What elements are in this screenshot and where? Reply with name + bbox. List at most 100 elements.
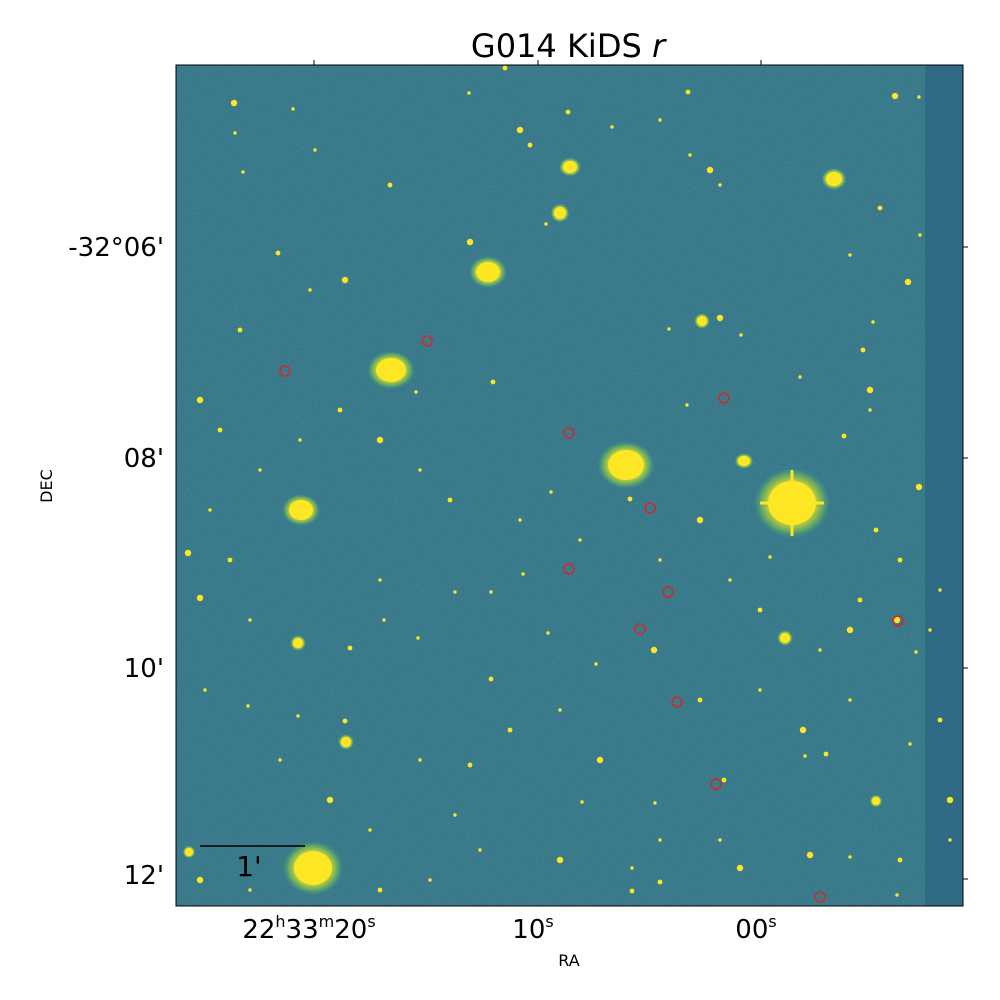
- target-marker: [279, 365, 291, 377]
- source: [278, 758, 282, 762]
- source: [376, 358, 406, 382]
- source: [917, 95, 921, 99]
- source: [233, 131, 237, 135]
- source: [527, 142, 533, 148]
- source: [418, 468, 422, 472]
- target-marker: [563, 427, 575, 439]
- source: [803, 754, 807, 758]
- source: [823, 751, 829, 757]
- source: [453, 813, 457, 817]
- source: [521, 572, 525, 576]
- y-tick-label: 12': [124, 861, 164, 891]
- source: [806, 851, 814, 859]
- scale-bar: 1': [200, 845, 305, 883]
- source: [308, 288, 312, 292]
- source: [630, 866, 634, 870]
- source: [685, 89, 691, 95]
- scale-bar-label: 1': [236, 850, 262, 883]
- source: [563, 161, 577, 173]
- source: [908, 742, 912, 746]
- source: [185, 848, 193, 856]
- source: [558, 708, 562, 712]
- source: [697, 316, 707, 326]
- source: [275, 250, 281, 256]
- source: [341, 737, 351, 747]
- source: [897, 557, 903, 563]
- y-tick-label: 08': [124, 444, 164, 474]
- source: [627, 496, 633, 502]
- source: [294, 851, 332, 885]
- source: [376, 436, 384, 444]
- source: [196, 876, 204, 884]
- source: [502, 65, 508, 71]
- source: [578, 538, 582, 542]
- source: [554, 207, 566, 219]
- source: [298, 438, 302, 442]
- source: [237, 327, 243, 333]
- source: [846, 626, 854, 634]
- y-tick-label: 10': [124, 654, 164, 684]
- figure-title: G014 KiDS r: [471, 27, 667, 65]
- source: [706, 166, 714, 174]
- source: [918, 233, 922, 237]
- source: [466, 238, 474, 246]
- source: [860, 347, 866, 353]
- target-marker: [718, 392, 730, 404]
- source: [565, 109, 571, 115]
- source: [897, 857, 903, 863]
- source: [248, 888, 252, 892]
- sources-layer: [182, 65, 954, 897]
- source: [757, 607, 763, 613]
- x-tick-label: 22h33m20s: [242, 912, 375, 945]
- source: [230, 99, 238, 107]
- source: [507, 727, 513, 733]
- x-axis-label: RA: [558, 951, 579, 970]
- target-marker: [892, 615, 904, 627]
- source: [848, 698, 852, 702]
- markers-layer: [279, 335, 904, 903]
- y-tick-label: -32°06': [68, 233, 164, 263]
- source: [696, 516, 704, 524]
- source: [447, 497, 453, 503]
- source: [217, 427, 223, 433]
- source: [377, 887, 383, 893]
- source: [544, 222, 548, 226]
- source: [697, 697, 703, 703]
- target-marker: [563, 563, 575, 575]
- source: [580, 800, 584, 804]
- source: [728, 578, 732, 582]
- source: [556, 856, 564, 864]
- source: [382, 618, 386, 622]
- source: [342, 718, 348, 724]
- y-axis-label: DEC: [37, 469, 56, 503]
- source: [893, 616, 901, 624]
- source: [518, 518, 522, 522]
- source: [895, 893, 899, 897]
- source: [596, 756, 604, 764]
- source: [608, 450, 644, 480]
- source: [467, 91, 471, 95]
- source: [428, 878, 432, 882]
- source: [871, 320, 875, 324]
- source: [857, 597, 863, 603]
- source: [721, 777, 727, 783]
- source: [629, 888, 635, 894]
- source: [289, 500, 313, 520]
- source: [291, 107, 295, 111]
- source: [688, 153, 692, 157]
- source: [488, 676, 494, 682]
- source: [891, 92, 899, 100]
- source: [841, 433, 847, 439]
- source: [453, 590, 457, 594]
- target-marker: [814, 891, 826, 903]
- y-ticks: [963, 246, 968, 880]
- target-marker: [634, 623, 646, 635]
- source: [258, 468, 262, 472]
- source: [928, 628, 932, 632]
- source: [313, 148, 317, 152]
- source: [196, 396, 204, 404]
- source: [818, 648, 822, 652]
- source: [293, 638, 303, 648]
- image-frame: [175, 64, 964, 907]
- source: [938, 588, 942, 592]
